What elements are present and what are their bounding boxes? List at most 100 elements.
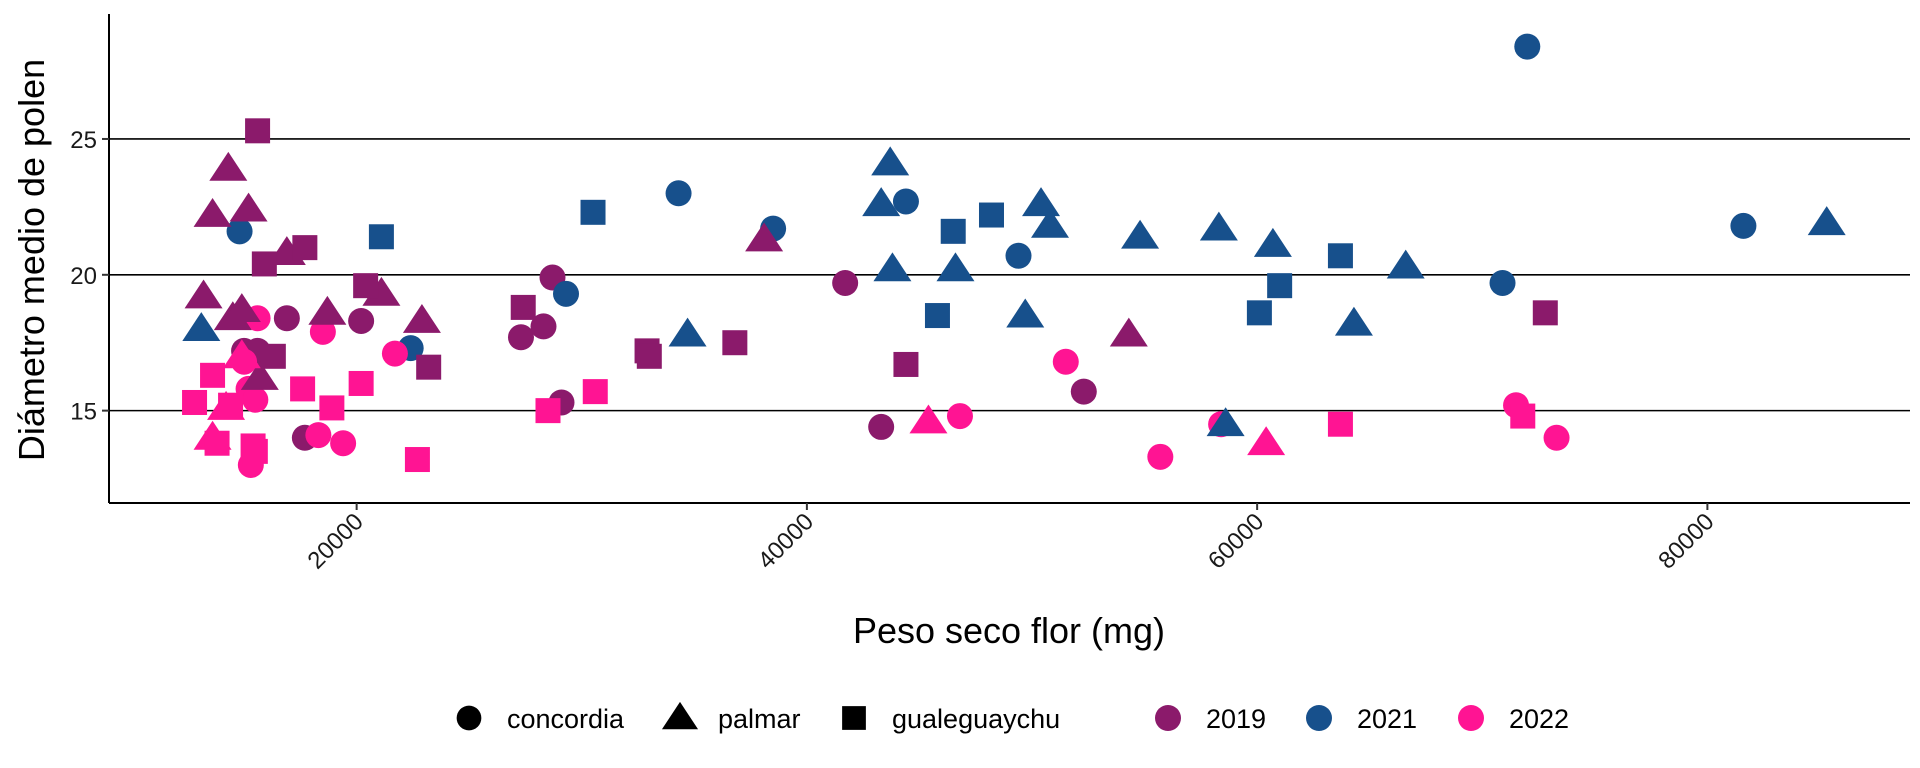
data-point (510, 294, 536, 320)
data-point (936, 252, 975, 282)
data-point (309, 318, 336, 345)
legend-label: gualeguaychu (892, 704, 1060, 734)
data-point (1005, 242, 1032, 269)
legend-key-circle (456, 705, 482, 731)
data-point (892, 188, 919, 215)
data-point (873, 252, 912, 282)
data-point (668, 317, 707, 347)
data-point (1327, 243, 1353, 269)
data-point (535, 398, 561, 424)
data-point (978, 202, 1004, 228)
data-point (292, 235, 318, 261)
data-point (636, 343, 662, 369)
data-point (381, 340, 408, 367)
data-point (416, 354, 442, 380)
data-point (946, 403, 973, 430)
data-point (1253, 227, 1292, 257)
axes (108, 14, 1910, 504)
y-axis-title: Diámetro medio de polen (11, 59, 52, 461)
data-point (209, 151, 248, 181)
data-point (404, 447, 430, 473)
data-point (242, 386, 269, 413)
data-point (1334, 306, 1373, 336)
data-point (1147, 443, 1174, 470)
data-point (924, 303, 950, 329)
data-point (240, 361, 279, 390)
data-point (832, 269, 859, 296)
data-point (1070, 378, 1097, 405)
data-point (580, 199, 606, 225)
data-point (229, 192, 268, 222)
data-point (182, 389, 208, 415)
legend-label: 2019 (1206, 704, 1266, 734)
legend-key-2021 (1306, 705, 1332, 731)
grid-lines (109, 138, 1910, 412)
data-point (909, 404, 948, 434)
x-axis-title: Peso seco flor (mg) (853, 610, 1165, 651)
y-ticks: 15 20 25 (70, 127, 109, 426)
data-point (940, 218, 966, 244)
data-point (1052, 348, 1079, 375)
data-point (348, 370, 374, 396)
data-point (353, 273, 379, 299)
data-point (1543, 424, 1570, 451)
data-point (251, 251, 277, 277)
data-point (193, 198, 232, 227)
data-point (319, 395, 345, 421)
legend-key-triangle (661, 701, 699, 730)
legend-key-2019 (1155, 705, 1181, 731)
x-tick-label: 60000 (1203, 508, 1269, 574)
data-point (222, 293, 261, 323)
legend-label: 2022 (1509, 704, 1569, 734)
data-point (330, 430, 357, 457)
data-point (1121, 219, 1160, 249)
data-point (893, 351, 919, 377)
data-point (862, 187, 901, 217)
data-point (184, 279, 223, 309)
data-point (553, 280, 580, 307)
data-point (260, 343, 286, 369)
data-point (1109, 317, 1148, 347)
data-point (200, 362, 226, 388)
data-point (222, 339, 261, 369)
y-tick-label: 15 (70, 399, 97, 426)
legend-label: concordia (507, 704, 625, 734)
x-tick-label: 80000 (1653, 508, 1719, 574)
data-point (245, 118, 271, 144)
data-point (1247, 426, 1286, 456)
data-point (722, 330, 748, 356)
legend-label: palmar (718, 704, 801, 734)
x-tick-label: 40000 (753, 508, 819, 574)
data-point (1267, 273, 1293, 299)
legend-key-square (842, 706, 866, 730)
data-point (665, 180, 692, 207)
data-point (273, 305, 300, 332)
legend-label: 2021 (1357, 704, 1417, 734)
data-point (226, 218, 253, 245)
y-tick-label: 25 (70, 127, 97, 154)
data-point (1510, 403, 1536, 429)
data-point (204, 430, 230, 456)
data-point (182, 312, 221, 342)
x-tick-label: 20000 (303, 508, 369, 574)
data-point (1386, 249, 1425, 279)
data-point (530, 313, 557, 340)
data-point (218, 392, 244, 418)
legend: concordia palmar gualeguaychu 2019 2021 2022 (456, 701, 1569, 734)
data-point (402, 303, 441, 333)
data-point (308, 295, 347, 325)
data-point (1246, 300, 1272, 326)
data-point (1514, 33, 1541, 60)
data-point (348, 307, 375, 334)
data-point (290, 376, 316, 402)
data-point (1206, 407, 1245, 437)
data-point (582, 379, 608, 405)
data-point (242, 438, 268, 464)
data-point (362, 276, 401, 306)
data-point (1730, 212, 1757, 239)
data-point (1022, 187, 1061, 217)
data-point (1327, 411, 1353, 437)
data-point (1807, 206, 1846, 236)
x-ticks: 20000 40000 60000 80000 (303, 503, 1720, 574)
